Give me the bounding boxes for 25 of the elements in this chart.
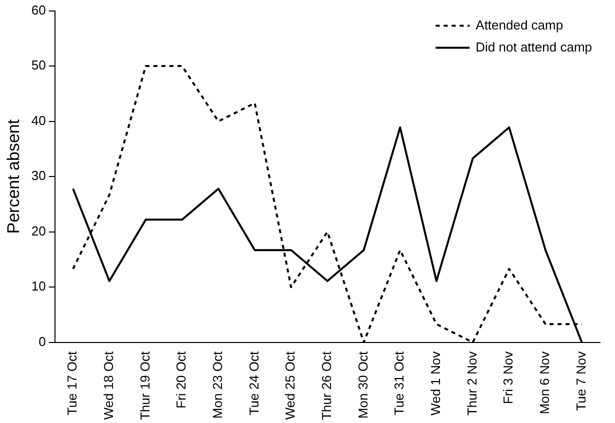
x-tick-label: Thur 2 Nov	[464, 350, 480, 416]
x-tick-label: Tue 17 Oct	[64, 350, 80, 416]
y-axis-title: Percent absent	[4, 119, 23, 234]
x-tick-label: Tue 31 Oct	[392, 350, 407, 416]
legend-label: Attended camp	[476, 17, 564, 32]
y-tick-label: 60	[31, 2, 46, 18]
y-tick-label: 20	[31, 223, 46, 238]
x-tick-label: Thur 26 Oct	[319, 350, 334, 420]
y-tick-label: 50	[31, 58, 46, 73]
x-tick-label: Tue 7 Nov	[573, 350, 588, 411]
x-tick-label: Tue 24 Oct	[246, 350, 262, 416]
y-tick-label: 10	[31, 278, 46, 294]
x-tick-label: Fri 3 Nov	[500, 350, 516, 404]
x-tick-label: Fri 20 Oct	[174, 350, 189, 408]
x-tick-label: Mon 23 Oct	[210, 350, 225, 419]
x-tick-label: Thur 19 Oct	[137, 350, 152, 420]
y-tick-label: 30	[31, 168, 46, 184]
x-tick-label: Wed 1 Nov	[428, 350, 444, 416]
y-tick-label: 40	[31, 112, 46, 128]
x-tick-label: Wed 18 Oct	[100, 350, 116, 420]
legend-label: Did not attend camp	[476, 39, 592, 54]
x-tick-label: Mon 30 Oct	[355, 350, 370, 419]
y-tick-label: 0	[38, 334, 46, 349]
x-tick-label: Wed 25 Oct	[282, 350, 298, 420]
x-tick-label: Mon 6 Nov	[537, 350, 552, 414]
